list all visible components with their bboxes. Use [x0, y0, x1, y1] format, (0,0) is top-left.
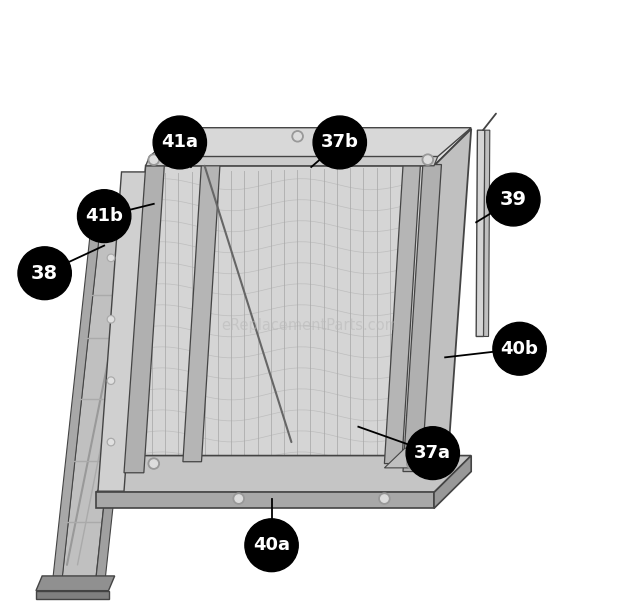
Polygon shape	[146, 157, 438, 166]
Circle shape	[150, 460, 157, 467]
Circle shape	[424, 156, 432, 163]
Circle shape	[342, 133, 350, 140]
Circle shape	[108, 317, 113, 322]
Text: 38: 38	[31, 264, 58, 282]
Polygon shape	[476, 130, 485, 336]
Text: 41a: 41a	[161, 133, 198, 152]
Text: 39: 39	[500, 190, 527, 209]
Polygon shape	[412, 129, 471, 473]
Polygon shape	[36, 591, 108, 599]
Circle shape	[493, 322, 546, 375]
Circle shape	[487, 173, 540, 226]
Circle shape	[148, 154, 159, 165]
Circle shape	[107, 193, 115, 200]
Polygon shape	[36, 576, 115, 591]
Text: 41b: 41b	[85, 207, 123, 225]
Text: 40a: 40a	[253, 536, 290, 554]
Polygon shape	[384, 166, 420, 464]
Circle shape	[188, 133, 196, 140]
Circle shape	[107, 377, 115, 384]
Circle shape	[292, 131, 303, 142]
Circle shape	[407, 458, 418, 469]
Circle shape	[107, 438, 115, 446]
Circle shape	[18, 247, 71, 300]
Polygon shape	[409, 456, 440, 464]
Circle shape	[235, 495, 242, 502]
Polygon shape	[53, 236, 99, 580]
Polygon shape	[384, 448, 445, 468]
Circle shape	[108, 440, 113, 445]
Circle shape	[313, 116, 366, 169]
Polygon shape	[124, 166, 164, 473]
Circle shape	[150, 156, 157, 163]
Circle shape	[381, 495, 388, 502]
Circle shape	[294, 133, 301, 140]
Circle shape	[148, 458, 159, 469]
Circle shape	[108, 255, 113, 260]
Circle shape	[340, 131, 352, 142]
Circle shape	[107, 254, 115, 262]
Circle shape	[406, 427, 459, 480]
Circle shape	[187, 131, 198, 142]
Polygon shape	[149, 128, 471, 157]
Polygon shape	[62, 233, 133, 577]
Text: 40b: 40b	[500, 340, 539, 358]
Circle shape	[379, 493, 390, 504]
Text: eReplacementParts.com: eReplacementParts.com	[221, 318, 399, 333]
Circle shape	[153, 116, 206, 169]
Polygon shape	[146, 129, 471, 166]
Polygon shape	[484, 130, 490, 336]
Circle shape	[245, 519, 298, 572]
Circle shape	[108, 378, 113, 383]
Polygon shape	[403, 165, 441, 472]
Polygon shape	[96, 492, 434, 508]
Polygon shape	[183, 163, 220, 462]
Text: 37a: 37a	[414, 444, 451, 462]
Circle shape	[409, 460, 416, 467]
Circle shape	[108, 194, 113, 199]
Polygon shape	[434, 456, 471, 508]
Circle shape	[78, 190, 131, 243]
Text: 37b: 37b	[321, 133, 359, 152]
Polygon shape	[124, 166, 434, 473]
Polygon shape	[96, 233, 143, 577]
Polygon shape	[96, 456, 471, 492]
Circle shape	[233, 493, 244, 504]
Polygon shape	[98, 172, 148, 491]
Circle shape	[107, 316, 115, 323]
Circle shape	[422, 154, 433, 165]
